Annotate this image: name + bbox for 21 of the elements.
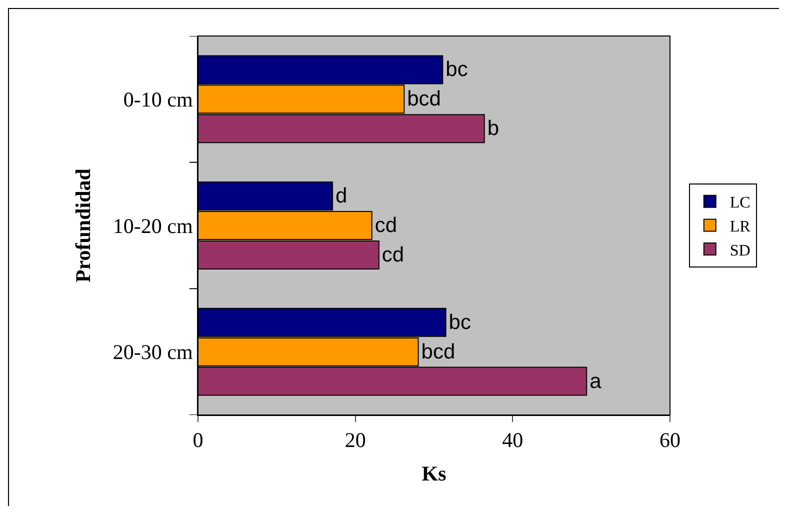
legend-label: LR: [730, 218, 751, 236]
data-label: bc: [446, 58, 468, 82]
data-label: bc: [448, 310, 471, 334]
data-label: bcd: [421, 340, 456, 364]
y-axis-title: Profundidad: [71, 168, 96, 282]
legend-label: LC: [730, 194, 750, 212]
y-tick-label: 10-20 cm: [112, 214, 193, 238]
x-tick-label: 0: [192, 428, 204, 452]
data-label: bcd: [407, 88, 441, 111]
x-tick-label: 60: [660, 428, 680, 452]
x-tick-label: 20: [344, 428, 366, 452]
data-label: cd: [374, 214, 398, 237]
data-label: d: [336, 184, 348, 208]
y-tick-label: 20-30 cm: [112, 340, 193, 364]
data-label: a: [590, 370, 602, 393]
legend-label: SD: [730, 242, 750, 260]
x-axis-title: Ks: [422, 461, 446, 486]
data-label: cd: [382, 243, 404, 266]
data-label: b: [487, 117, 500, 140]
y-tick-label: 0-10 cm: [123, 88, 193, 112]
x-tick-label: 40: [502, 428, 524, 452]
